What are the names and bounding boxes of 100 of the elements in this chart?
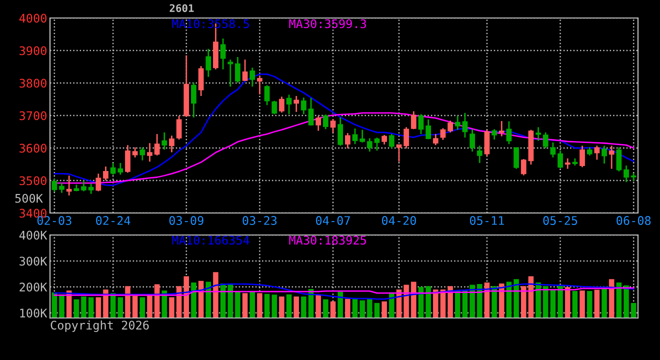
- candlestick: [344, 132, 350, 150]
- candlestick: [484, 129, 490, 157]
- y-tick-label: 3800: [20, 78, 46, 88]
- candlestick: [382, 134, 388, 146]
- y-tick-label: 4000: [19, 14, 46, 23]
- candlestick: [520, 158, 526, 176]
- candlestick: [360, 129, 366, 144]
- candlestick: [564, 158, 570, 170]
- candlestick: [476, 145, 482, 164]
- candlestick: [624, 164, 629, 183]
- y-tick-label: 3700: [20, 111, 46, 120]
- x-tick-label: 04-07: [316, 216, 350, 225]
- candlestick: [66, 174, 72, 196]
- candlestick: [404, 126, 410, 150]
- text: Copyright 2026: [50, 320, 149, 332]
- candlestick: [286, 94, 292, 115]
- candlestick: [396, 144, 402, 162]
- candlestick: [59, 182, 64, 194]
- candlestick: [374, 136, 380, 152]
- candlestick: [594, 145, 600, 160]
- candlestick: [103, 166, 108, 182]
- candlestick: [322, 114, 328, 130]
- text: MA30:183925: [289, 236, 366, 245]
- y-tick-label: 3600: [20, 144, 46, 153]
- y-tick-label: 200K: [20, 282, 48, 292]
- text: MA30:3599.3: [289, 19, 366, 28]
- candlestick: [514, 146, 519, 170]
- candlestick: [118, 162, 124, 176]
- candlestick: [558, 150, 563, 169]
- candlestick: [169, 134, 174, 153]
- y-tick-label: 3400: [20, 208, 46, 218]
- candlestick: [308, 97, 314, 126]
- candlestick: [242, 58, 248, 82]
- candlestick: [235, 56, 240, 84]
- line-series: [54, 287, 634, 296]
- candlestick: [506, 120, 512, 145]
- candlestick: [272, 100, 278, 115]
- candlestick: [388, 133, 394, 150]
- text: MA10:166354: [172, 236, 250, 245]
- x-tick-label: 05-11: [470, 216, 504, 225]
- candlestick: [366, 138, 372, 152]
- y-tick-label: 300K: [20, 256, 48, 266]
- candlestick: [462, 112, 468, 138]
- candlestick: [498, 120, 504, 137]
- candlestick: [616, 146, 622, 172]
- y-tick-label: 100K: [20, 308, 48, 318]
- candlestick: [536, 126, 541, 142]
- candlestick: [454, 115, 460, 130]
- candlestick: [432, 133, 438, 146]
- candlestick: [426, 118, 432, 140]
- x-tick-label: 02-24: [96, 216, 130, 225]
- candlestick: [206, 48, 212, 78]
- candlestick: [608, 145, 614, 170]
- candlestick: [470, 128, 475, 152]
- x-tick-label: 04-20: [382, 216, 416, 225]
- candlestick: [338, 116, 344, 146]
- candlestick: [132, 146, 138, 158]
- candlestick: [316, 115, 322, 132]
- candlestick: [81, 180, 86, 192]
- candlestick: [52, 178, 58, 193]
- candlestick: [264, 84, 270, 106]
- candlestick: [250, 67, 256, 88]
- candlestick: [410, 110, 416, 130]
- candlestick: [220, 38, 226, 70]
- y-tick-label: 400K: [19, 230, 48, 240]
- candlestick: [176, 115, 182, 140]
- x-tick-label: 03-09: [169, 216, 204, 225]
- candlestick: [418, 114, 424, 135]
- candlestick: [154, 133, 160, 156]
- text: MA10:3558.5: [172, 19, 249, 28]
- candlestick: [256, 74, 262, 96]
- y-tick-label: 3900: [20, 46, 46, 56]
- candlestick: [542, 132, 548, 150]
- line-series: [54, 283, 634, 300]
- candlestick: [440, 127, 446, 141]
- candlestick: [110, 162, 116, 176]
- x-tick-label: 03-23: [242, 216, 277, 225]
- candlestick: [162, 132, 168, 150]
- candlestick: [198, 65, 204, 97]
- candlestick: [580, 145, 585, 168]
- candlestick: [492, 128, 497, 140]
- candlestick: [191, 82, 196, 118]
- candlestick: [88, 183, 94, 195]
- x-tick-label: 05-25: [543, 216, 578, 225]
- text: 500K: [15, 194, 43, 203]
- candlestick: [140, 146, 146, 162]
- y-tick-label: 3500: [20, 176, 46, 186]
- candlestick: [330, 118, 336, 134]
- candlestick: [294, 95, 300, 113]
- x-tick-label: 06-08: [616, 216, 651, 225]
- candlestick: [300, 96, 306, 115]
- chart-title: 2601: [170, 4, 194, 12]
- candlestick: [448, 120, 453, 134]
- candlestick: [352, 128, 358, 145]
- candlestick: [550, 142, 556, 158]
- candlestick: [96, 172, 102, 192]
- candlestick: [125, 144, 130, 174]
- candlestick: [602, 145, 607, 164]
- x-tick-label: 02-03: [37, 216, 72, 225]
- candlestick: [147, 142, 152, 162]
